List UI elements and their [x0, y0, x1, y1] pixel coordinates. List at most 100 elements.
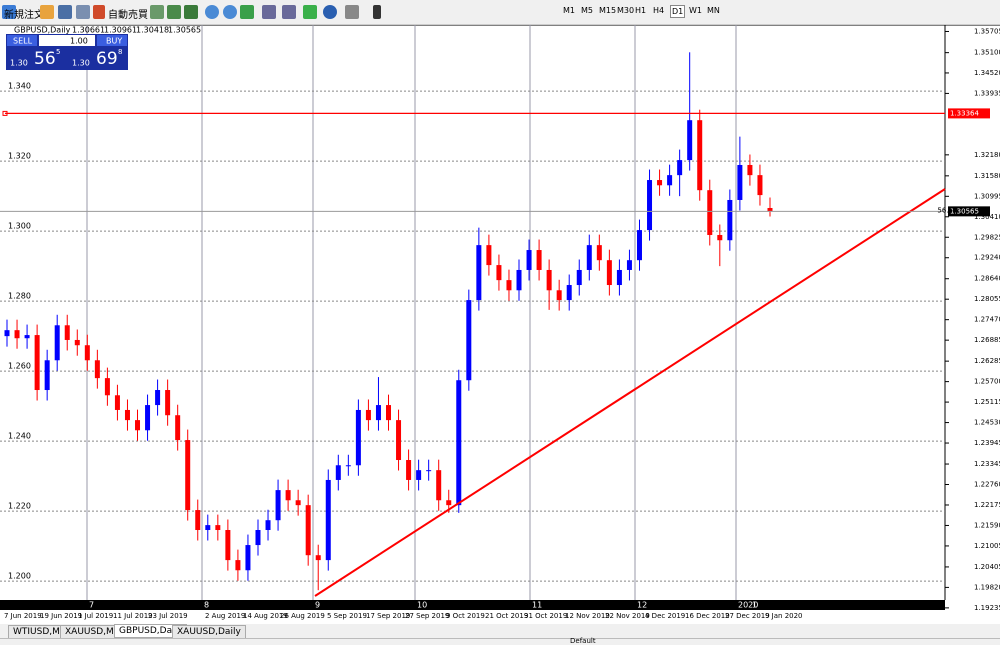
x-tick-label: 31 Oct 2019	[524, 612, 567, 620]
ohlc-value: 1.30565	[168, 26, 201, 35]
candle-body	[466, 300, 472, 381]
icon	[205, 5, 219, 19]
candle-body	[436, 470, 442, 501]
ohlc-value: 1.30418	[136, 26, 169, 35]
timeframe-button[interactable]: M15	[599, 6, 617, 15]
y2-tick-label: 1.29240	[974, 254, 1000, 262]
candle-body	[145, 405, 151, 431]
x-tick-label: 9 Oct 2019	[446, 612, 485, 620]
candle-body	[295, 500, 301, 506]
new-order-button[interactable]: 新規注文	[4, 10, 44, 21]
auto-trade-button[interactable]: 自動売買	[108, 10, 148, 21]
candle-body	[717, 234, 723, 241]
candle-body	[124, 409, 130, 421]
y2-tick-label: 1.35705	[974, 27, 1000, 35]
timeframe-button[interactable]: H4	[653, 6, 665, 15]
candle-body	[476, 245, 482, 301]
y2-tick-label: 1.27470	[974, 316, 1000, 324]
y2-tick-label: 1.28055	[974, 295, 1000, 303]
candle-body	[556, 290, 562, 301]
candle-body	[114, 395, 120, 410]
y-tick-label: 1.300	[8, 222, 31, 231]
y2-tick-label: 1.22760	[974, 481, 1000, 489]
tab[interactable]: XAUUSD,Daily	[172, 625, 246, 639]
chart-bg	[0, 25, 1000, 624]
x-tick-label: 4 Dec 2019	[645, 612, 685, 620]
timeframe-button[interactable]: D1	[670, 5, 686, 18]
timeframe-button[interactable]: H1	[635, 6, 647, 15]
y2-tick-label: 1.23945	[974, 439, 1000, 447]
period-label: 11	[532, 601, 542, 610]
icon	[262, 5, 276, 19]
period-label: 10	[417, 601, 427, 610]
lot-box	[39, 35, 95, 46]
y2-tick-label: 1.26285	[974, 357, 1000, 365]
icon	[76, 5, 90, 19]
icon	[373, 5, 381, 19]
y2-tick-label: 1.26885	[974, 336, 1000, 344]
icon	[184, 5, 198, 19]
sell-button[interactable]	[7, 35, 37, 46]
y-tick-label: 1.320	[8, 152, 31, 161]
y2-tick-label: 1.19820	[974, 583, 1000, 591]
timeframe-button[interactable]: M30	[617, 6, 635, 15]
candle-body	[386, 405, 391, 421]
status-bar: Default	[0, 637, 1000, 645]
candle-body	[355, 409, 361, 466]
buy-button[interactable]	[97, 35, 127, 46]
candle-body	[426, 470, 432, 472]
y-tick-label: 1.260	[8, 362, 31, 371]
candle-body	[64, 325, 70, 340]
candle-body	[747, 164, 753, 176]
candle-body	[616, 269, 622, 286]
period-label: 8	[204, 601, 209, 610]
candle-body	[767, 207, 773, 212]
ohlc-value: 1.30961	[104, 26, 137, 35]
candle-body	[687, 120, 693, 161]
y-tick-label: 1.340	[8, 82, 31, 91]
x-tick-label: 16 Dec 2019	[685, 612, 730, 620]
chart-title: GBPUSD,Daily	[14, 26, 71, 35]
y2-tick-label: 1.25700	[974, 378, 1000, 386]
y2-tick-label: 1.29825	[974, 233, 1000, 241]
y2-tick-label: 1.21005	[974, 542, 1000, 550]
candle-body	[757, 175, 763, 196]
candle-body	[215, 525, 221, 531]
candle-body	[626, 260, 632, 270]
x-tick-label: 23 Jul 2019	[148, 612, 188, 620]
candle-body	[54, 325, 60, 361]
tab[interactable]: GBPUSD,Daily	[114, 624, 188, 638]
buy-big: 69	[96, 49, 118, 69]
candle-body	[566, 285, 572, 301]
timeframe-button[interactable]: W1	[689, 6, 702, 15]
timeframe-button[interactable]: MN	[707, 6, 720, 15]
x-tick-label: 22 Nov 2019	[605, 612, 650, 620]
candle-body	[526, 250, 532, 270]
y2-tick-label: 1.31580	[974, 172, 1000, 180]
icon	[2, 5, 16, 19]
y-tick-label: 1.240	[8, 432, 31, 441]
lot: 1.00	[70, 37, 88, 46]
x-tick-label: 12 Nov 2019	[565, 612, 610, 620]
timeframe-button[interactable]: M1	[563, 6, 575, 15]
candle-body	[265, 520, 271, 531]
icon	[240, 5, 254, 19]
candle-body	[34, 335, 40, 391]
candle-body	[516, 269, 522, 291]
icon	[93, 5, 105, 19]
timeframe-button[interactable]: M5	[581, 6, 593, 15]
y2-tick-label: 1.20405	[974, 563, 1000, 571]
candle-body	[155, 390, 161, 406]
icon	[150, 5, 164, 19]
candle-body	[375, 405, 381, 421]
bid-label: 1.30565	[950, 207, 979, 215]
level-handle	[2, 110, 8, 116]
candle-body	[606, 260, 612, 286]
level-label: 1.33364	[950, 109, 979, 117]
sell-label: SELL	[13, 37, 33, 46]
candle-body	[165, 390, 171, 416]
icon	[58, 5, 72, 19]
candle-body	[707, 190, 713, 235]
sell-big: 56	[34, 49, 56, 69]
y2-tick-label: 1.21590	[974, 521, 1000, 529]
